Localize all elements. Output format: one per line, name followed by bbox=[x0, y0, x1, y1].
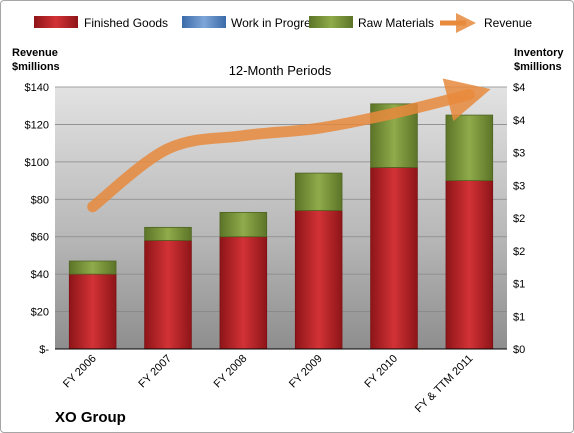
left-axis-title-line2: $millions bbox=[12, 61, 60, 73]
x-tick-label: FY 2007 bbox=[136, 353, 174, 391]
left-tick-label: $40 bbox=[31, 269, 49, 281]
left-tick-label: $- bbox=[39, 344, 49, 356]
left-axis-title-line1: Revenue bbox=[12, 47, 58, 59]
left-tick-label: $80 bbox=[31, 194, 49, 206]
right-tick-label: $4 bbox=[513, 115, 525, 127]
right-tick-label: $0 bbox=[513, 344, 525, 356]
left-axis-ticks: $- $20 $40 $60 $80 $100 $120 $140 bbox=[25, 82, 50, 356]
left-tick-label: $120 bbox=[25, 119, 49, 131]
x-axis-ticks: FY 2006 FY 2007 FY 2008 FY 2009 FY 2010 FY & … bbox=[61, 353, 475, 416]
bar-raw-materials bbox=[144, 226, 192, 241]
bar-raw-materials bbox=[68, 260, 117, 275]
legend-label-revenue: Revenue bbox=[484, 16, 532, 30]
legend-label-raw-materials: Raw Materials bbox=[358, 16, 434, 30]
bar-finished-goods bbox=[144, 240, 192, 350]
left-tick-label: $60 bbox=[31, 232, 49, 244]
revenue-line-group bbox=[87, 78, 491, 213]
legend-item-raw-materials: Raw Materials bbox=[309, 16, 434, 30]
company-name: XO Group bbox=[55, 409, 126, 426]
right-axis-title-line1: Inventory bbox=[514, 47, 564, 59]
legend-item-work-in-progress: Work in Progress bbox=[182, 16, 323, 30]
gridlines bbox=[55, 86, 507, 312]
legend-swatch-finished-goods bbox=[34, 16, 78, 28]
legend-swatch-raw-materials bbox=[309, 16, 353, 28]
bar-finished-goods bbox=[294, 210, 343, 350]
revenue-line bbox=[87, 78, 491, 213]
right-tick-label: $1 bbox=[513, 311, 525, 323]
bar-raw-materials bbox=[219, 211, 268, 238]
bar-raw-materials bbox=[294, 172, 343, 211]
x-tick-label: FY & TTM 2011 bbox=[413, 353, 476, 416]
bar-finished-goods bbox=[68, 273, 117, 350]
x-tick-label: FY 2010 bbox=[362, 353, 400, 391]
bar-raw-materials bbox=[445, 114, 494, 181]
legend-swatch-work-in-progress bbox=[182, 16, 226, 28]
right-tick-label: $3 bbox=[513, 180, 525, 192]
x-tick-label: FY 2008 bbox=[212, 353, 250, 391]
right-axis-ticks: $0 $1 $1 $2 $2 $3 $3 $4 $4 bbox=[513, 82, 525, 356]
right-axis-title-line2: $millions bbox=[514, 61, 562, 73]
legend: Finished Goods Work in Progress Raw Mate… bbox=[34, 13, 532, 33]
plot-area bbox=[55, 87, 507, 349]
legend-label-finished-goods: Finished Goods bbox=[84, 16, 168, 30]
right-tick-label: $3 bbox=[513, 148, 525, 160]
legend-label-work-in-progress: Work in Progress bbox=[231, 16, 323, 30]
left-tick-label: $140 bbox=[25, 82, 49, 94]
bar-finished-goods bbox=[370, 167, 418, 350]
right-tick-label: $2 bbox=[513, 246, 525, 258]
x-tick-label: FY 2009 bbox=[287, 353, 325, 391]
x-tick-label: FY 2006 bbox=[61, 353, 99, 391]
right-tick-label: $1 bbox=[513, 279, 525, 291]
right-tick-label: $2 bbox=[513, 213, 525, 225]
left-tick-label: $20 bbox=[31, 307, 49, 319]
legend-item-finished-goods: Finished Goods bbox=[34, 16, 168, 30]
right-tick-label: $4 bbox=[513, 82, 525, 94]
left-tick-label: $100 bbox=[25, 157, 49, 169]
legend-item-revenue: Revenue bbox=[440, 13, 532, 33]
bar-finished-goods bbox=[219, 236, 268, 350]
bar-finished-goods bbox=[445, 180, 494, 350]
chart-title: 12-Month Periods bbox=[229, 63, 332, 78]
